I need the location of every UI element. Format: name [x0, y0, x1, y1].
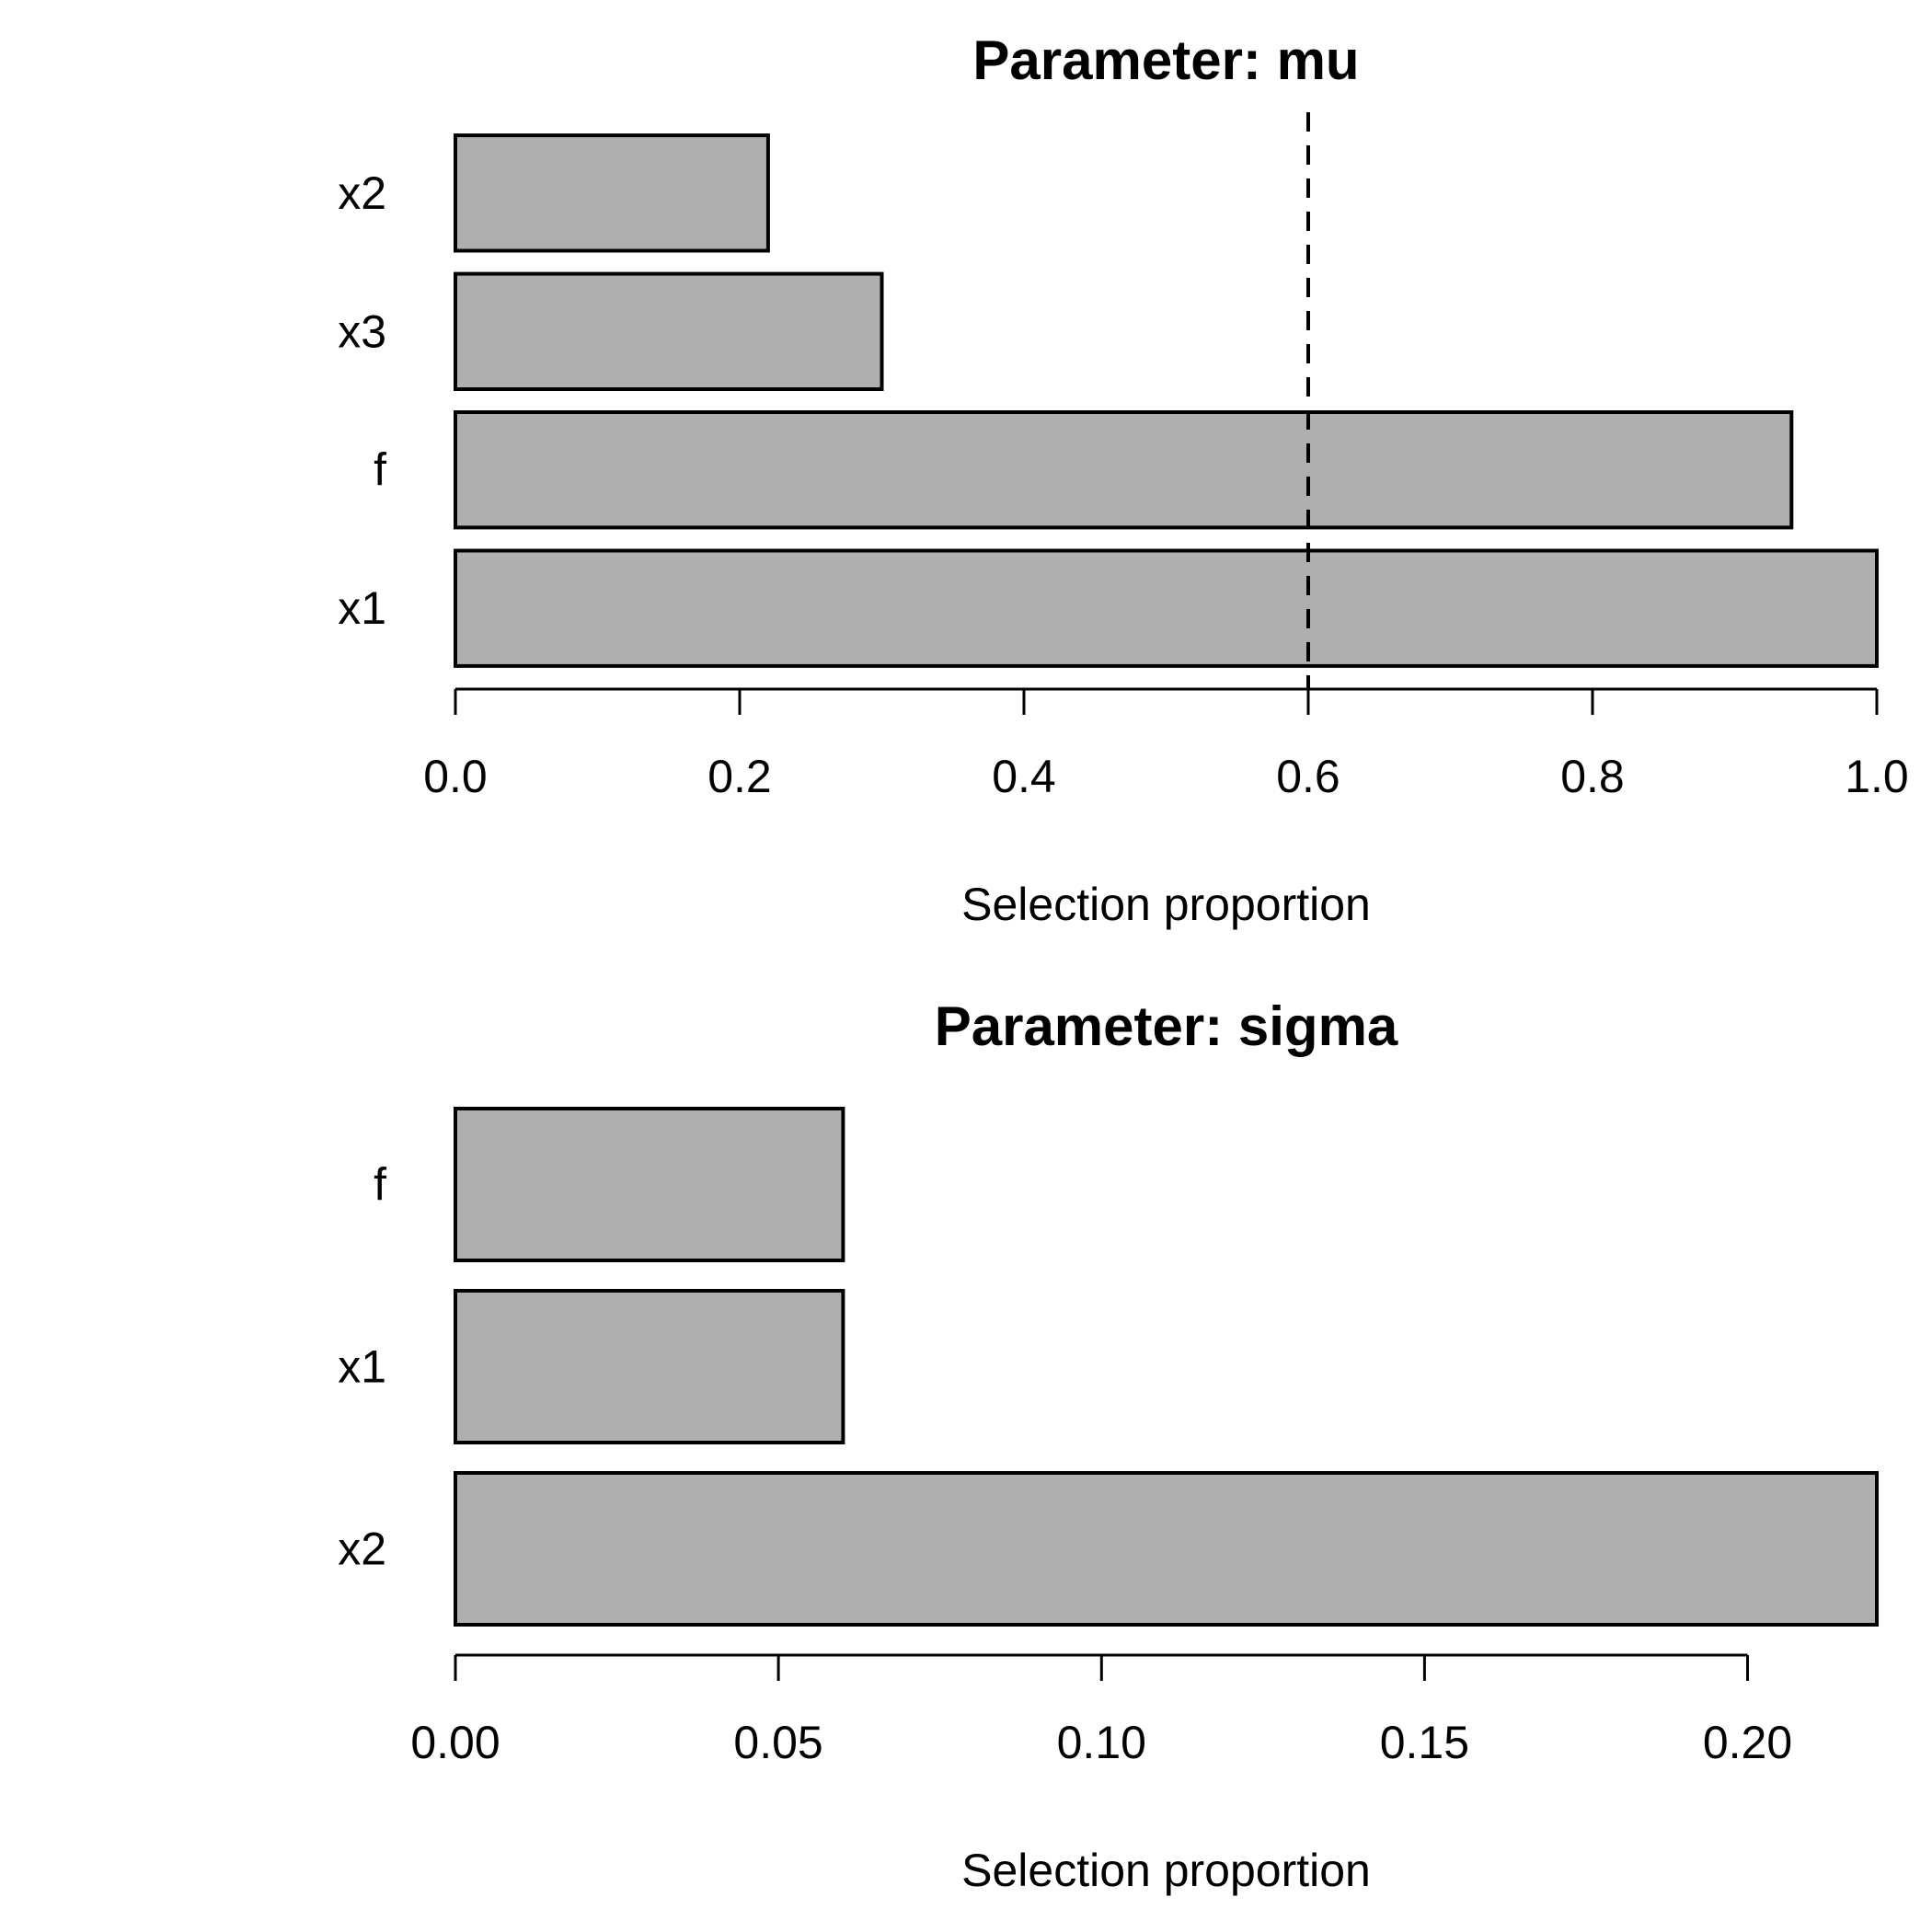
- x-axis-title: Selection proportion: [961, 879, 1371, 930]
- x-axis-tick-label: 0.05: [733, 1717, 822, 1768]
- category-label-x3: x3: [338, 305, 386, 357]
- x-axis-tick-label: 0.20: [1703, 1717, 1792, 1768]
- bar-x2: [454, 133, 770, 253]
- category-label-x1: x1: [338, 1341, 386, 1393]
- bar-x2: [454, 1471, 1879, 1627]
- x-axis-title: Selection proportion: [961, 1845, 1371, 1896]
- bar-chart-parameter-mu: x2 x3 f x1 0.0 0.2 0.4 0.6 0.8 1.0 Selection propo…: [338, 29, 1909, 930]
- chart-panel-mu: x2 x3 f x1 0.0 0.2 0.4 0.6 0.8 1.0 Selection propo…: [338, 29, 1909, 930]
- category-label-x1: x1: [338, 582, 386, 634]
- bar-x3: [454, 271, 884, 392]
- bar-f: [454, 1107, 845, 1262]
- bar-x1: [454, 1289, 845, 1444]
- category-label-f: f: [374, 1159, 386, 1211]
- x-axis-tick-label: 0.2: [707, 751, 772, 802]
- x-axis-tick-label: 1.0: [1845, 751, 1909, 802]
- category-label-x2: x2: [338, 167, 386, 219]
- x-axis-tick-label: 0.10: [1057, 1717, 1146, 1768]
- category-label-x2: x2: [338, 1524, 386, 1575]
- chart-title-parameter-sigma: Parameter: sigma: [935, 995, 1398, 1057]
- x-axis-tick-label: 0.6: [1276, 751, 1340, 802]
- bar-chart-parameter-sigma: f x1 x2 0.00 0.05 0.10 0.15 0.20 Selection propo…: [338, 995, 1879, 1896]
- x-axis-tick-label: 0.4: [992, 751, 1056, 802]
- bar-f: [454, 410, 1794, 530]
- x-axis-tick-label: 0.0: [423, 751, 488, 802]
- chart-panel-sigma: f x1 x2 0.00 0.05 0.10 0.15 0.20 Selection propo…: [0, 966, 1932, 1932]
- x-axis-tick-label: 0.8: [1560, 751, 1625, 802]
- x-axis-tick-label: 0.15: [1380, 1717, 1469, 1768]
- chart-title-parameter-mu: Parameter: mu: [972, 29, 1359, 91]
- category-label-f: f: [374, 444, 386, 496]
- bar-x1: [454, 548, 1879, 668]
- x-axis-tick-label: 0.00: [410, 1717, 500, 1768]
